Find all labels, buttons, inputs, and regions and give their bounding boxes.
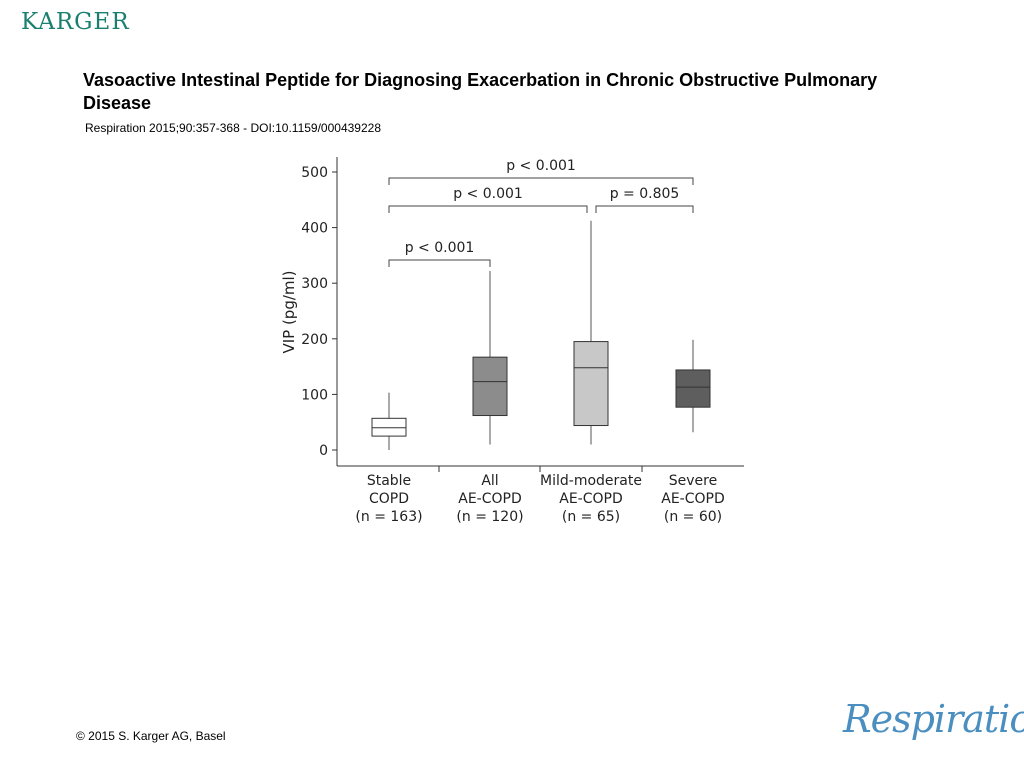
figure-title: Vasoactive Intestinal Peptide for Diagno… [83,70,878,113]
comparison-label-1: p < 0.001 [453,186,523,202]
comparison-bracket-1 [388,205,588,213]
y-tick-label-0: 0 [319,443,328,459]
comparison-bracket-2 [595,205,694,213]
y-tick-label-2: 200 [301,332,328,348]
comparison-bracket-0 [388,259,491,267]
comparison-label-2: p = 0.805 [610,186,680,202]
citation: Respiration 2015;90:357-368 - DOI:10.115… [85,121,381,135]
y-tick-label-5: 500 [301,165,328,181]
category-label-2-0: Mild-moderate [540,473,642,489]
y-tick-label-4: 400 [301,221,328,237]
comparison-label-0: p < 0.001 [405,240,475,256]
copyright-notice: © 2015 S. Karger AG, Basel [76,729,226,743]
category-label-3-0: Severe [669,473,717,489]
category-label-1-0: All [481,473,498,489]
karger-logo: KARGER [21,9,130,35]
category-label-1-2: (n = 120) [456,509,523,525]
category-label-2-2: (n = 65) [562,509,620,525]
category-label-0-2: (n = 163) [355,509,422,525]
category-label-1-1: AE-COPD [458,491,522,507]
category-label-3-2: (n = 60) [664,509,722,525]
box-2 [573,341,609,427]
y-tick-label-1: 100 [301,387,328,403]
category-label-2-1: AE-COPD [559,491,623,507]
box-3 [675,369,711,408]
journal-logo: Respiration [843,697,1024,741]
y-axis-label: VIP (pg/ml) [280,270,298,353]
box-0 [371,417,407,437]
comparison-bracket-3 [388,177,694,185]
comparison-label-3: p < 0.001 [506,158,576,174]
box-1 [472,356,508,417]
category-label-0-0: Stable [367,473,411,489]
category-label-3-1: AE-COPD [661,491,725,507]
category-label-0-1: COPD [369,491,409,507]
y-tick-label-3: 300 [301,276,328,292]
